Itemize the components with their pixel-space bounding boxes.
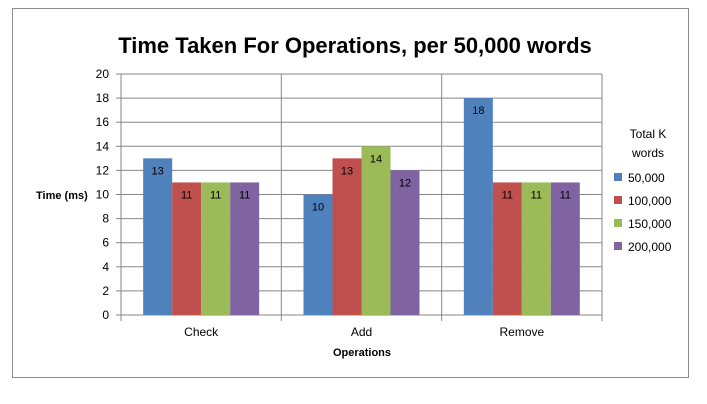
bar-data-label: 10 [312,202,324,214]
bar-data-label: 11 [239,189,250,201]
bar-data-label: 11 [181,189,192,201]
legend-swatch [614,219,622,227]
y-tick-label: 6 [102,236,109,250]
legend-swatch [614,173,622,181]
x-tick-label: Remove [499,325,544,339]
bar [201,182,231,315]
bar-data-label: 13 [341,165,353,177]
y-tick-label: 18 [96,91,110,105]
bar [172,182,202,315]
y-tick-label: 8 [102,212,109,226]
bar-data-label: 11 [531,189,542,201]
y-axis-label: Time (ms) [36,190,88,202]
bar-data-label: 11 [502,189,513,201]
legend-swatch [614,242,622,250]
bar-data-label: 18 [472,105,484,117]
legend-entry: 150,000 [628,217,672,231]
x-axis-label: Operations [333,347,391,359]
bar-data-label: 13 [152,165,164,177]
bar [390,170,420,315]
legend-entry: 50,000 [628,171,665,185]
legend-title: Total K [630,127,667,141]
bar-data-label: 14 [370,153,382,165]
y-tick-label: 4 [102,260,109,274]
plot-area: 0 2 4 6 8 10 12 14 16 18 20 13 11 11 11 Check 10 13 14 12 Ad… [96,67,603,339]
bar [332,158,362,315]
y-tick-label: 20 [96,67,110,81]
chart-title: Time Taken For Operations, per 50,000 wo… [118,33,592,58]
bar-data-label: 11 [560,189,571,201]
legend-entry: 200,000 [628,240,672,254]
y-tick-label: 0 [102,308,109,322]
bar [361,146,391,315]
y-tick-label: 12 [96,163,110,177]
bar-data-label: 12 [399,177,411,189]
bar-data-label: 11 [210,189,221,201]
bar [521,182,551,315]
y-tick-label: 16 [96,115,110,129]
bar [303,194,333,315]
legend-swatch [614,196,622,204]
bar [143,158,173,315]
legend: Total K words 50,000 100,000 150,000 200,000 [614,127,672,254]
legend-entry: 100,000 [628,194,672,208]
bar [463,98,493,315]
legend-title: words [631,146,664,160]
y-tick-label: 2 [102,284,109,298]
y-tick-label: 10 [96,188,110,202]
bar [550,182,580,315]
y-tick-label: 14 [96,139,110,153]
bar [230,182,260,315]
bar [492,182,522,315]
x-tick-label: Add [351,325,372,339]
x-tick-label: Check [184,325,219,339]
